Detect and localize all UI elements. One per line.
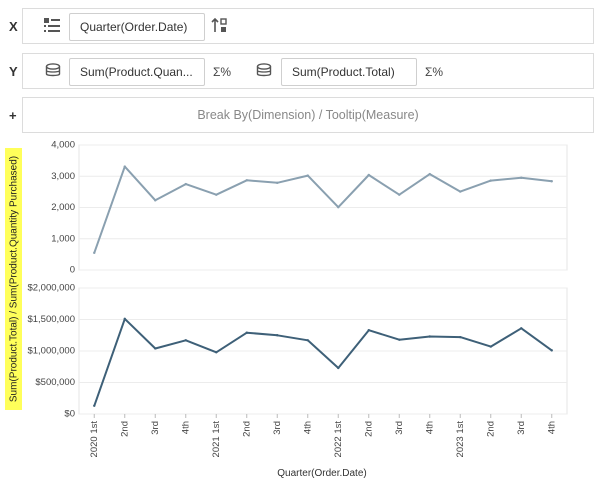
x-shelf: X Quarter(Order.Date)	[0, 8, 595, 46]
y-shelf-box[interactable]: Sum(Product.Quan... Σ% Sum(Product.Total…	[22, 53, 594, 89]
database-icon	[45, 63, 61, 77]
y-tick-label: $0	[64, 409, 75, 420]
y-tick-label: 1,000	[51, 233, 75, 244]
data-point	[245, 179, 248, 182]
x-tick-label: 3rd	[516, 421, 527, 435]
series-line	[93, 165, 552, 254]
data-point	[459, 190, 462, 193]
data-point	[367, 329, 370, 332]
x-tick-label: 4th	[424, 421, 435, 434]
data-point	[123, 317, 126, 321]
break-by-dropzone[interactable]: Break By(Dimension) / Tooltip(Measure)	[22, 97, 594, 133]
sigma-percent-icon[interactable]: Σ%	[213, 65, 232, 79]
break-by-shelf: + Break By(Dimension) / Tooltip(Measure)	[0, 97, 595, 135]
x-tick-label: 3rd	[150, 421, 161, 435]
data-point	[184, 182, 187, 186]
y-tick-label: $500,000	[35, 377, 75, 388]
x-shelf-box[interactable]: Quarter(Order.Date)	[22, 8, 594, 44]
data-point	[489, 179, 492, 182]
data-point	[306, 339, 309, 342]
data-point	[550, 180, 553, 183]
data-point	[337, 366, 340, 370]
data-point	[428, 172, 431, 176]
x-tick-label: 2022 1st	[333, 421, 344, 458]
y-tick-label: $1,000,000	[27, 346, 75, 357]
x-tick-label: 2nd	[119, 421, 130, 437]
data-point	[184, 339, 187, 342]
line-chart: Sum(Product.Total) / Sum(Product.Quantit…	[5, 140, 568, 479]
data-point	[398, 338, 401, 341]
y-tick-label: 3,000	[51, 171, 75, 182]
data-point	[428, 335, 431, 338]
database-icon	[256, 63, 272, 77]
y-tick-label: 4,000	[51, 140, 75, 151]
break-by-placeholder: Break By(Dimension) / Tooltip(Measure)	[197, 108, 419, 122]
data-point	[154, 199, 157, 202]
data-point	[215, 193, 218, 196]
x-shelf-letter: X	[9, 19, 18, 34]
data-point	[154, 347, 157, 350]
data-point	[93, 251, 96, 255]
sort-order-icon[interactable]	[211, 17, 229, 35]
data-point	[123, 165, 126, 168]
data-point	[93, 404, 96, 408]
x-tick-label: 2nd	[363, 421, 374, 437]
y-field-pill-quantity[interactable]: Sum(Product.Quan...	[69, 58, 205, 86]
data-point	[276, 181, 279, 185]
x-axis-label: Quarter(Order.Date)	[277, 468, 366, 479]
x-tick-label: 2020 1st	[89, 421, 100, 458]
sigma-percent-icon[interactable]: Σ%	[425, 65, 444, 79]
y-tick-label: $1,500,000	[27, 314, 75, 325]
x-field-pill[interactable]: Quarter(Order.Date)	[69, 13, 205, 41]
data-point	[520, 176, 523, 180]
y-field-pill-total[interactable]: Sum(Product.Total)	[281, 58, 417, 86]
data-point	[306, 174, 309, 177]
x-tick-label: 3rd	[272, 421, 283, 435]
x-tick-label: 4th	[546, 421, 557, 434]
x-tick-label: 4th	[180, 421, 191, 434]
data-point	[489, 345, 492, 348]
y-shelf: Y Sum(Product.Quan... Σ% Sum(Product.Tot…	[0, 53, 595, 91]
y-tick-label: 0	[70, 265, 75, 276]
x-tick-label: 4th	[302, 421, 313, 434]
y-tick-label: $2,000,000	[27, 283, 75, 294]
x-tick-label: 2nd	[485, 421, 496, 437]
data-point	[215, 351, 218, 354]
x-tick-label: 2nd	[241, 421, 252, 437]
data-point	[245, 331, 248, 334]
data-point	[276, 334, 279, 337]
data-point	[520, 327, 523, 330]
x-tick-label: 2023 1st	[455, 421, 466, 458]
series-line	[93, 317, 553, 407]
x-tick-label: 2021 1st	[211, 421, 222, 458]
y-axis-label: Sum(Product.Total) / Sum(Product.Quantit…	[9, 156, 20, 402]
data-point	[459, 335, 462, 339]
plus-shelf-letter: +	[9, 108, 17, 123]
data-point	[337, 205, 340, 209]
x-tick-label: 3rd	[394, 421, 405, 435]
list-sort-icon[interactable]	[44, 18, 60, 33]
y-shelf-letter: Y	[9, 64, 18, 79]
data-point	[550, 349, 553, 352]
y-axis-label-highlight	[5, 148, 22, 410]
y-tick-label: 2,000	[51, 202, 75, 213]
data-point	[367, 173, 370, 177]
data-point	[398, 193, 401, 196]
